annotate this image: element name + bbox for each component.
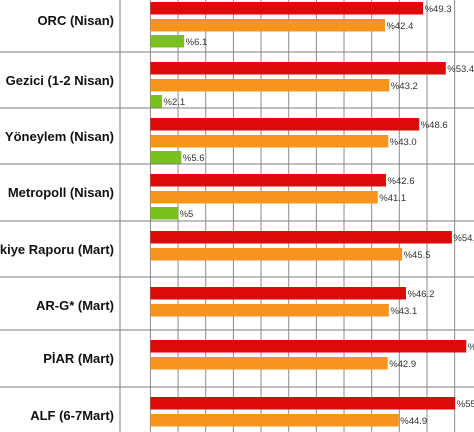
bar (150, 231, 452, 244)
bar (150, 118, 420, 131)
data-label: %2.1 (164, 97, 186, 108)
bar (150, 95, 163, 108)
data-label: %53.4 (447, 64, 474, 75)
category-label: ALF (6-7Mart) (30, 408, 114, 423)
data-label: %43.0 (390, 137, 417, 148)
bar (150, 19, 385, 32)
data-label: %43.2 (391, 81, 418, 92)
category-label: rkiye Raporu (Mart) (0, 242, 114, 257)
data-label: %42.4 (386, 21, 413, 32)
data-label: %55.1 (457, 399, 474, 410)
bar (150, 35, 185, 48)
data-label: %42.9 (389, 359, 416, 370)
category-label: ORC (Nisan) (37, 13, 114, 28)
data-label: %46.2 (407, 289, 434, 300)
bar (150, 191, 378, 204)
category-label: Gezici (1-2 Nisan) (6, 73, 114, 88)
data-label: %44.9 (400, 416, 427, 427)
category-label: Metropoll (Nisan) (8, 185, 114, 200)
data-label: %49.3 (425, 4, 452, 15)
bar (150, 174, 387, 187)
bar (150, 340, 467, 353)
category-label: PİAR (Mart) (43, 351, 114, 366)
data-label: %5 (180, 209, 194, 220)
bar (150, 62, 446, 75)
bar (150, 135, 389, 148)
category-label-column (0, 0, 120, 432)
bar (150, 151, 182, 164)
bar (150, 414, 399, 427)
data-label: %6.1 (186, 37, 208, 48)
bar (150, 304, 389, 317)
bar (150, 287, 406, 300)
bar (150, 2, 424, 15)
bar (150, 207, 179, 220)
data-label: %45.5 (404, 250, 431, 261)
data-label: %48.6 (421, 120, 448, 131)
bar (150, 357, 388, 370)
bar (150, 248, 403, 261)
data-label: %5.6 (183, 153, 205, 164)
bar (150, 79, 390, 92)
data-label: %54.5 (453, 233, 474, 244)
data-label: %42.6 (388, 176, 415, 187)
data-label: %41.1 (379, 193, 406, 204)
bar (150, 397, 456, 410)
data-label: %43.1 (390, 306, 417, 317)
category-label: AR-G* (Mart) (36, 298, 114, 313)
category-label: Yöneylem (Nisan) (5, 129, 114, 144)
data-label: %57.1 (468, 342, 474, 353)
